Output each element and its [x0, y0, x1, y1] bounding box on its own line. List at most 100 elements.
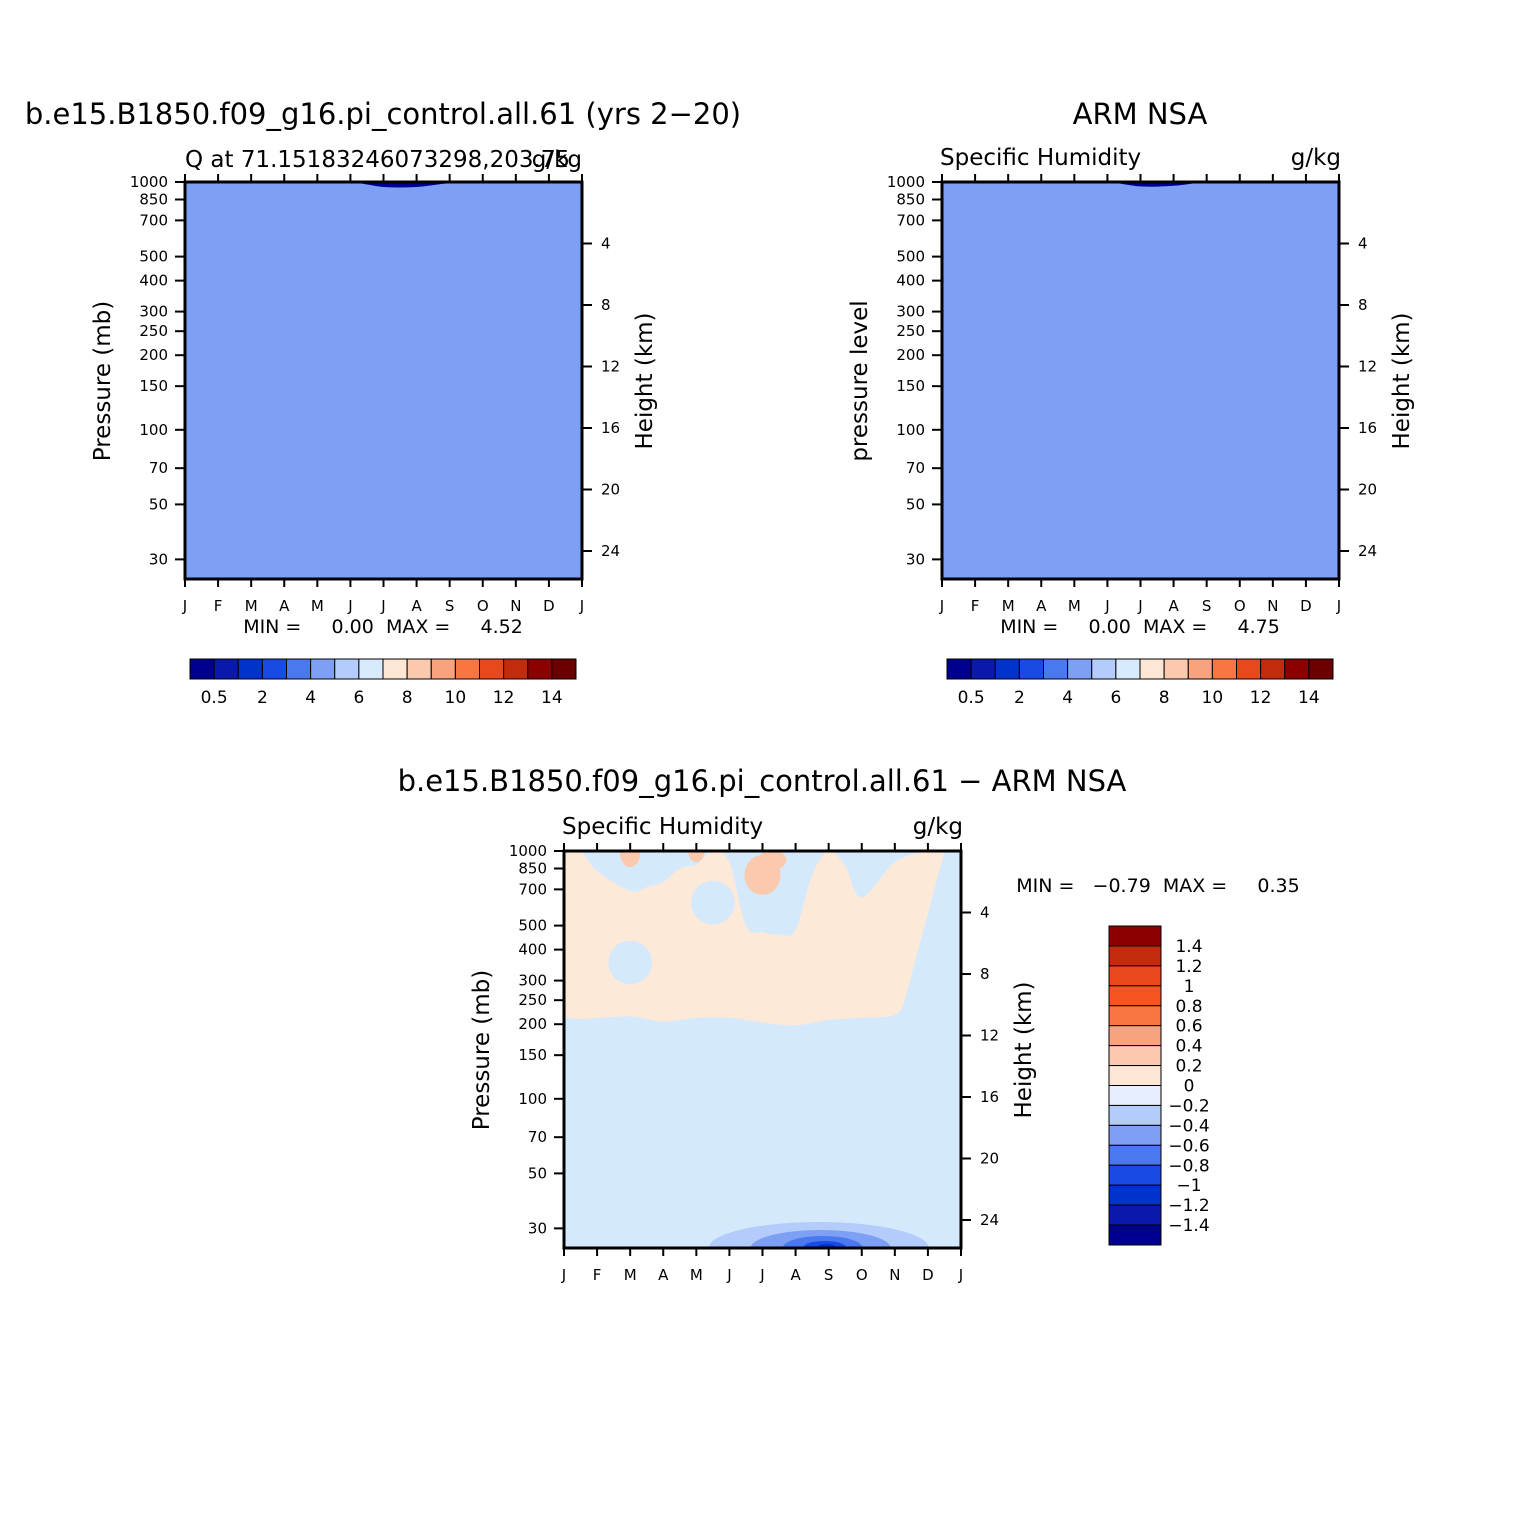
colorbar-box	[454, 658, 480, 680]
y-tick-label: 850	[896, 190, 925, 208]
panel-obs-title: ARM NSA	[1073, 97, 1208, 131]
y-tick-label: 500	[139, 248, 168, 266]
x-tick-label: J	[958, 1266, 963, 1284]
y-tick-label: 1000	[130, 173, 168, 191]
colorbar-box	[1108, 945, 1162, 967]
y-tick-label: 30	[906, 550, 925, 568]
height-tick-label: 16	[601, 419, 620, 437]
colorbar-label: 4	[305, 688, 316, 708]
colorbar-label: −0.8	[1168, 1156, 1209, 1176]
colorbar-box	[1115, 658, 1141, 680]
colorbar-label: 2	[257, 688, 268, 708]
colorbar-box	[1108, 1144, 1162, 1166]
colorbar-box	[213, 658, 239, 680]
colorbar-box	[1260, 658, 1286, 680]
y-tick-label: 500	[896, 248, 925, 266]
x-tick-label: M	[311, 597, 324, 615]
y-tick-label: 50	[906, 495, 925, 513]
x-tick-label: A	[279, 597, 290, 615]
colorbar-box	[1284, 658, 1310, 680]
height-tick-label: 12	[601, 357, 620, 375]
panel-model-colorbar: 0.5 2 4 6 8 10 12 14	[189, 658, 577, 708]
colorbar-label: 0.2	[1175, 1057, 1202, 1077]
x-tick-label: J	[182, 597, 187, 615]
height-tick-label: 4	[980, 903, 990, 921]
colorbar-label: −0.6	[1168, 1136, 1209, 1156]
colorbar-box	[1236, 658, 1262, 680]
y-tick-label: 30	[149, 550, 168, 568]
y-tick-label: 300	[896, 303, 925, 321]
y-tick-label: 50	[528, 1164, 547, 1182]
y-tick-label: 300	[139, 303, 168, 321]
y-tick-label: 100	[139, 421, 168, 439]
contour-fill-0.2-to-0.4	[688, 851, 705, 863]
height-tick-label: 12	[980, 1026, 999, 1044]
colorbar-box	[1018, 658, 1044, 680]
y-tick-label: 500	[518, 917, 547, 935]
x-tick-label: N	[510, 597, 521, 615]
y-tick-label: 250	[518, 991, 547, 1009]
colorbar-box	[358, 658, 384, 680]
y-tick-label: 300	[518, 972, 547, 990]
x-tick-label: J	[347, 597, 352, 615]
colorbar-label: 0.5	[201, 688, 228, 708]
y-tick-label: 700	[139, 211, 168, 229]
colorbar-box	[527, 658, 553, 680]
x-tick-label: O	[1234, 597, 1246, 615]
height-tick-label: 16	[980, 1088, 999, 1106]
colorbar-box	[382, 658, 408, 680]
colorbar-label: 0.8	[1175, 997, 1202, 1017]
colorbar-box	[1108, 1025, 1162, 1047]
colorbar-box	[1108, 1164, 1162, 1186]
colorbar-label: 6	[1110, 688, 1121, 708]
y-tick-label: 30	[528, 1219, 547, 1237]
x-tick-label: D	[543, 597, 555, 615]
colorbar-label: 12	[493, 688, 515, 708]
colorbar-label: 10	[1202, 688, 1224, 708]
x-tick-label: S	[824, 1266, 834, 1284]
panel-obs-stats: MIN = 0.00 MAX = 4.75	[1000, 616, 1280, 638]
x-tick-label: A	[1036, 597, 1047, 615]
colorbar-label: −1.2	[1168, 1196, 1209, 1216]
colorbar-box	[1108, 985, 1162, 1007]
height-tick-label: 4	[1358, 234, 1368, 252]
panel-diff-title: b.e15.B1850.f09_g16.pi_control.all.61 − …	[398, 764, 1127, 798]
x-tick-label: J	[1336, 597, 1341, 615]
height-tick-label: 8	[601, 296, 611, 314]
x-tick-label: J	[561, 1266, 566, 1284]
colorbar-box	[1108, 925, 1162, 947]
x-tick-label: M	[245, 597, 258, 615]
x-tick-label: J	[939, 597, 944, 615]
y-tick-label: 70	[906, 459, 925, 477]
x-tick-label: S	[445, 597, 455, 615]
x-tick-label: J	[726, 1266, 731, 1284]
colorbar-label: 4	[1062, 688, 1073, 708]
colorbar-label: 8	[1159, 688, 1170, 708]
negative-pocket	[608, 940, 653, 985]
colorbar-box	[1108, 1065, 1162, 1086]
panel-model-title: b.e15.B1850.f09_g16.pi_control.all.61 (y…	[25, 97, 741, 131]
colorbar-label: 0	[1184, 1077, 1195, 1097]
colorbar-box	[1043, 658, 1069, 680]
colorbar-label: 14	[541, 688, 563, 708]
colorbar-box	[1308, 658, 1334, 680]
colorbar-label: 6	[353, 688, 364, 708]
y-tick-label: 1000	[887, 173, 925, 191]
colorbar-label: 0.4	[1175, 1037, 1202, 1057]
panel-obs-subtitle-right: g/kg	[1291, 145, 1341, 171]
colorbar-label: 1.2	[1175, 957, 1202, 977]
x-tick-label: O	[856, 1266, 868, 1284]
height-tick-label: 16	[1358, 419, 1377, 437]
panel-diff-plot	[564, 851, 961, 1248]
panel-model-ylabel-right: Height (km)	[632, 312, 658, 449]
colorbar-box	[1139, 658, 1165, 680]
x-tick-label: N	[889, 1266, 900, 1284]
y-tick-label: 100	[518, 1090, 547, 1108]
y-tick-label: 400	[139, 272, 168, 290]
panel-model-ylabel: Pressure (mb)	[90, 301, 116, 461]
panel-obs-colorbar: 0.5 2 4 6 8 10 12 14	[946, 658, 1334, 708]
colorbar-box	[1108, 1184, 1162, 1206]
contour-fill-4	[185, 182, 582, 579]
height-tick-label: 24	[980, 1211, 999, 1229]
